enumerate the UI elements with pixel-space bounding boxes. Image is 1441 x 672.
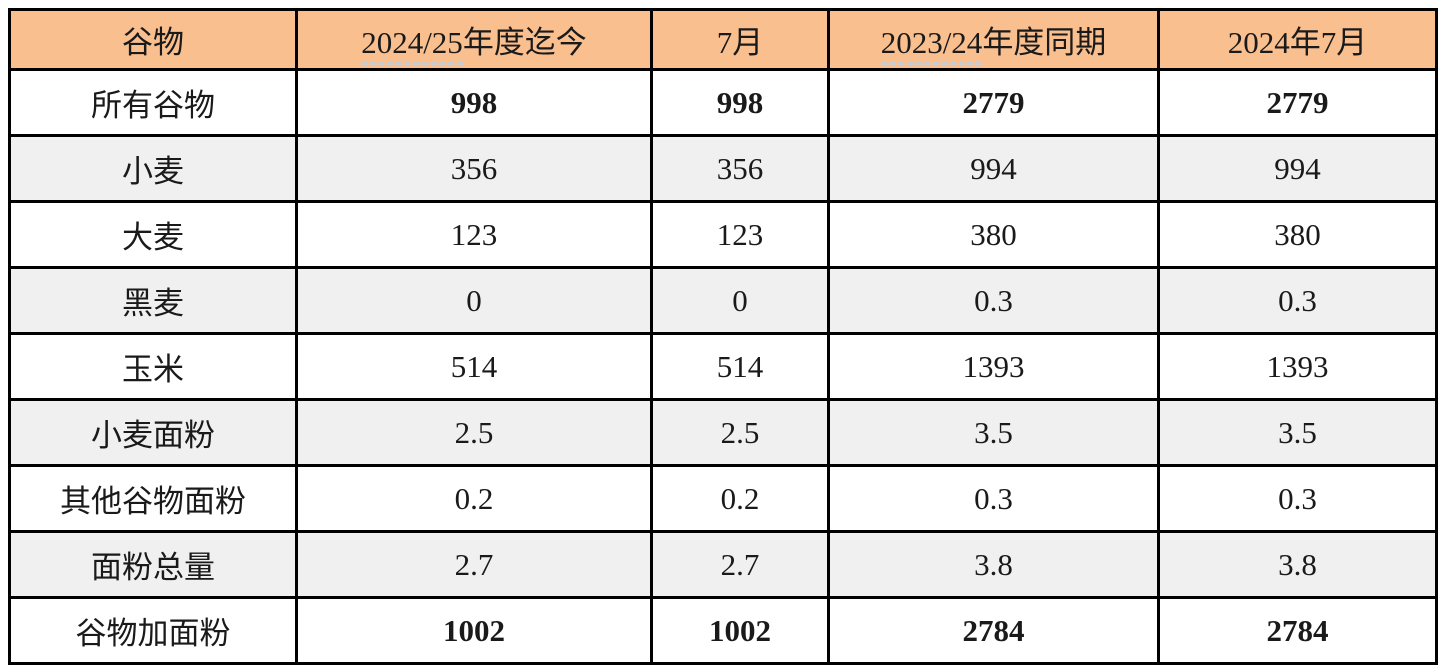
value-cell: 2779 <box>1157 68 1438 137</box>
row-label-cell: 谷物加面粉 <box>8 596 298 665</box>
value-cell: 0.2 <box>650 464 830 533</box>
value-cell: 998 <box>295 68 653 137</box>
spellcheck-underlined-text: 2023/24 <box>880 25 983 65</box>
row-label-cell: 黑麦 <box>8 266 298 335</box>
value-cell: 2784 <box>1157 596 1438 665</box>
grain-data-table: 谷物 2024/25年度迄今 7月 2023/24年度同期 2024年7月 所有… <box>8 8 1438 665</box>
row-label-cell: 小麦面粉 <box>8 398 298 467</box>
header-cell-grain: 谷物 <box>8 8 298 71</box>
value-cell: 3.5 <box>827 398 1160 467</box>
value-cell: 0.3 <box>1157 266 1438 335</box>
row-label-cell: 小麦 <box>8 134 298 203</box>
value-cell: 123 <box>295 200 653 269</box>
value-cell: 1002 <box>650 596 830 665</box>
value-cell: 514 <box>295 332 653 401</box>
table-row-wheat-flour: 小麦面粉 2.5 2.5 3.5 3.5 <box>8 398 1438 467</box>
spellcheck-underlined-text: 2024/25 <box>361 25 463 65</box>
table-row-other-grain-flour: 其他谷物面粉 0.2 0.2 0.3 0.3 <box>8 464 1438 533</box>
value-cell: 356 <box>650 134 830 203</box>
header-row: 谷物 2024/25年度迄今 7月 2023/24年度同期 2024年7月 <box>8 8 1438 71</box>
value-cell: 514 <box>650 332 830 401</box>
value-cell: 2.5 <box>295 398 653 467</box>
header-label: 谷物 <box>122 25 184 60</box>
table-row-total-flour: 面粉总量 2.7 2.7 3.8 3.8 <box>8 530 1438 599</box>
value-cell: 0 <box>650 266 830 335</box>
value-cell: 356 <box>295 134 653 203</box>
value-cell: 994 <box>1157 134 1438 203</box>
value-cell: 2.7 <box>650 530 830 599</box>
value-cell: 380 <box>827 200 1160 269</box>
value-cell: 3.5 <box>1157 398 1438 467</box>
row-label-cell: 玉米 <box>8 332 298 401</box>
value-cell: 3.8 <box>827 530 1160 599</box>
value-cell: 123 <box>650 200 830 269</box>
header-label: 年度迄今 <box>462 25 587 60</box>
value-cell: 0 <box>295 266 653 335</box>
value-cell: 1002 <box>295 596 653 665</box>
table-row-rye: 黑麦 0 0 0.3 0.3 <box>8 266 1438 335</box>
value-cell: 994 <box>827 134 1160 203</box>
value-cell: 1393 <box>1157 332 1438 401</box>
header-label: 7月 <box>716 25 764 60</box>
value-cell: 1393 <box>827 332 1160 401</box>
header-cell-2024-25-ytd: 2024/25年度迄今 <box>295 8 653 71</box>
value-cell: 0.3 <box>827 266 1160 335</box>
table-row-wheat: 小麦 356 356 994 994 <box>8 134 1438 203</box>
value-cell: 0.3 <box>827 464 1160 533</box>
table-row-grain-plus-flour: 谷物加面粉 1002 1002 2784 2784 <box>8 596 1438 665</box>
row-label-cell: 大麦 <box>8 200 298 269</box>
value-cell: 2779 <box>827 68 1160 137</box>
value-cell: 2784 <box>827 596 1160 665</box>
row-label-cell: 其他谷物面粉 <box>8 464 298 533</box>
header-cell-july-2024: 2024年7月 <box>1157 8 1438 71</box>
row-label-cell: 所有谷物 <box>8 68 298 137</box>
value-cell: 0.2 <box>295 464 653 533</box>
header-cell-2023-24-same-period: 2023/24年度同期 <box>827 8 1160 71</box>
value-cell: 2.7 <box>295 530 653 599</box>
value-cell: 3.8 <box>1157 530 1438 599</box>
header-label: 2024年7月 <box>1227 25 1368 60</box>
row-label-cell: 面粉总量 <box>8 530 298 599</box>
value-cell: 2.5 <box>650 398 830 467</box>
value-cell: 380 <box>1157 200 1438 269</box>
header-label: 年度同期 <box>982 25 1107 60</box>
header-cell-july: 7月 <box>650 8 830 71</box>
table-row-barley: 大麦 123 123 380 380 <box>8 200 1438 269</box>
table-row-corn: 玉米 514 514 1393 1393 <box>8 332 1438 401</box>
value-cell: 998 <box>650 68 830 137</box>
value-cell: 0.3 <box>1157 464 1438 533</box>
table-row-all-grains: 所有谷物 998 998 2779 2779 <box>8 68 1438 137</box>
